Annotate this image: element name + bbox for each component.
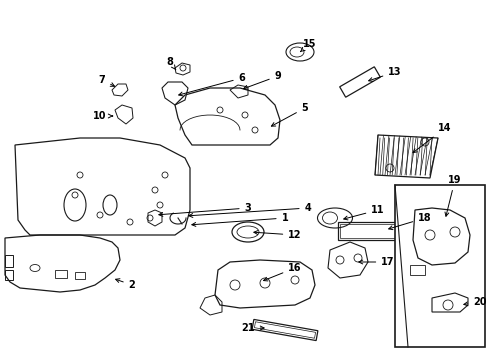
Text: 21: 21 xyxy=(241,323,264,333)
Text: 11: 11 xyxy=(344,205,385,220)
Text: 7: 7 xyxy=(98,75,115,86)
Bar xyxy=(410,265,425,275)
Text: 4: 4 xyxy=(189,203,311,217)
Text: 8: 8 xyxy=(167,57,176,70)
Bar xyxy=(75,272,85,279)
Text: 2: 2 xyxy=(116,279,135,290)
Bar xyxy=(55,270,67,278)
Bar xyxy=(338,222,403,240)
Text: 19: 19 xyxy=(445,175,462,216)
Text: 5: 5 xyxy=(271,103,308,126)
Text: 3: 3 xyxy=(159,203,251,216)
Text: 16: 16 xyxy=(264,263,302,281)
Text: 1: 1 xyxy=(192,213,289,226)
Text: 17: 17 xyxy=(359,257,395,267)
Bar xyxy=(5,270,13,280)
Text: 6: 6 xyxy=(179,73,245,96)
Bar xyxy=(395,185,485,347)
Bar xyxy=(340,224,401,238)
Text: 15: 15 xyxy=(300,39,317,52)
Text: 20: 20 xyxy=(464,297,487,307)
Text: 10: 10 xyxy=(93,111,113,121)
Bar xyxy=(5,255,13,267)
Text: 18: 18 xyxy=(389,213,432,230)
Text: 14: 14 xyxy=(413,123,452,153)
Text: 9: 9 xyxy=(244,71,281,89)
Text: 12: 12 xyxy=(254,230,302,240)
Text: 13: 13 xyxy=(368,67,402,81)
